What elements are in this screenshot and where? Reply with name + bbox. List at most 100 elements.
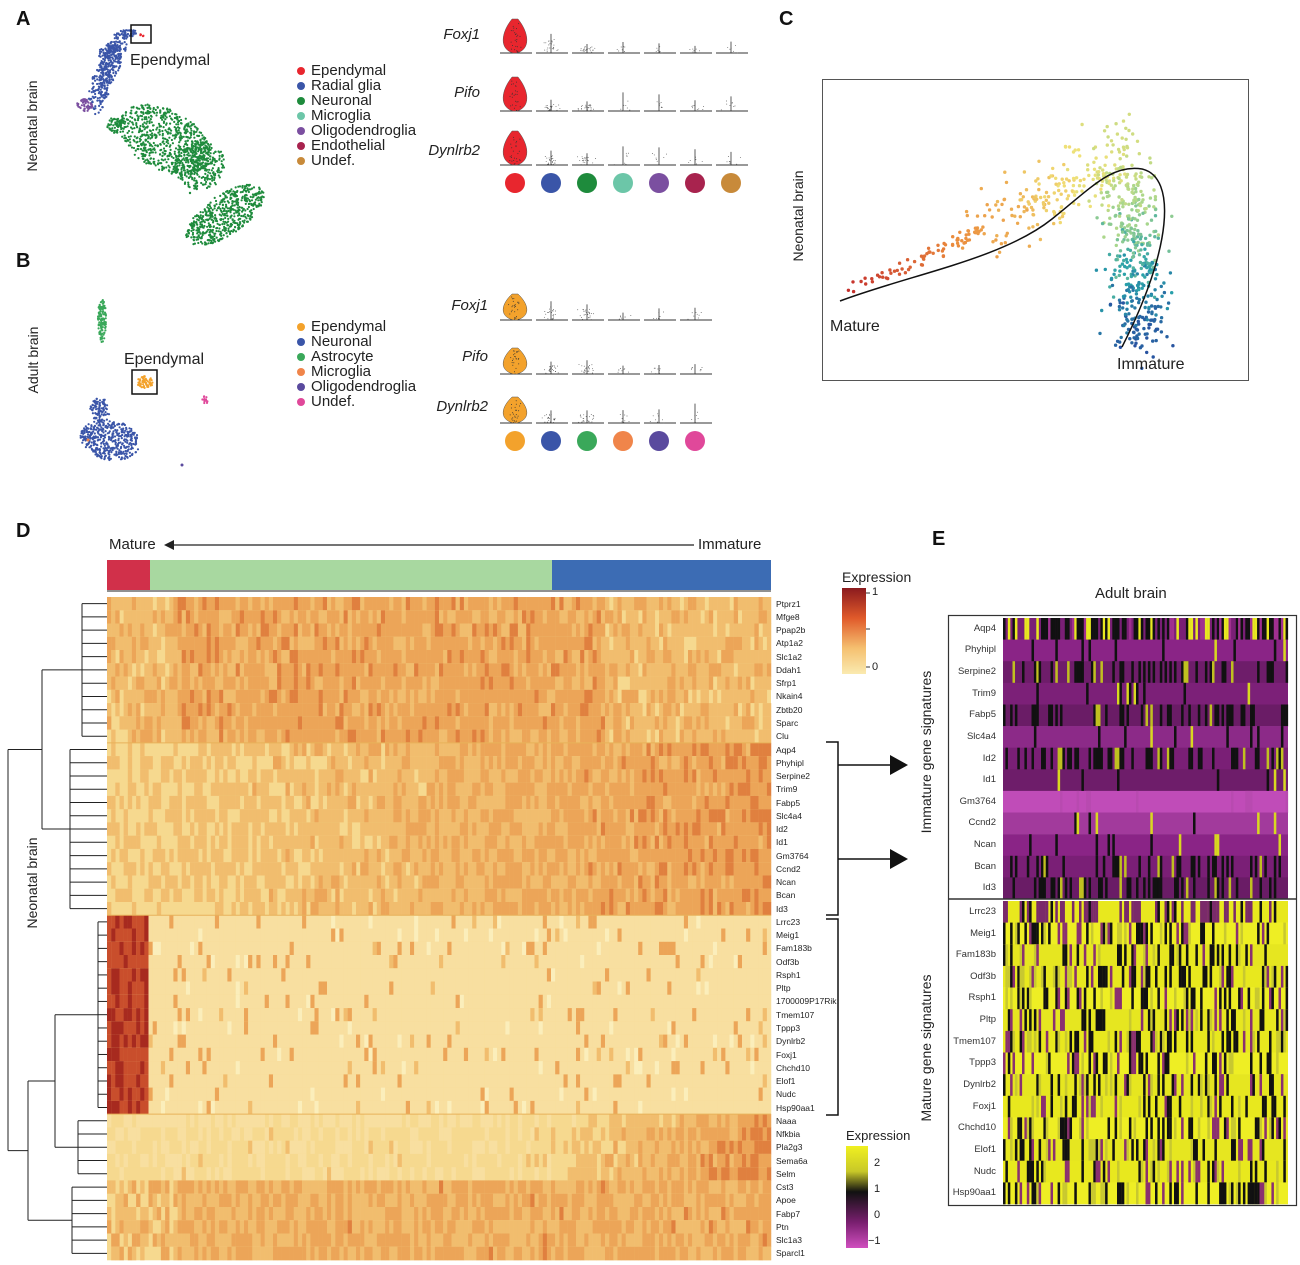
heatmap-gene-label: Pltp — [776, 983, 791, 994]
panel-d-heatmap — [7, 560, 772, 1261]
heatmap-gene-label: Trim9 — [776, 784, 798, 795]
heatmap-gene-label: Ncan — [776, 877, 796, 888]
heatmap-gene-label: Cst3 — [776, 1182, 794, 1193]
panel-a-gene-foxj1: Foxj1 — [443, 26, 480, 43]
panel-b-gene-foxj1: Foxj1 — [451, 297, 488, 314]
immature-gene-label: Fabp5 — [969, 709, 996, 721]
panel-a-legend-item: Radial glia — [297, 78, 416, 93]
heatmap-gene-label: Selm — [776, 1168, 796, 1179]
panel-a-legend-item: Endothelial — [297, 138, 416, 153]
panel-a-ylabel: Neonatal brain — [24, 80, 40, 172]
panel-label-b: B — [16, 250, 31, 272]
violin — [716, 151, 748, 166]
mature-gene-label: Tppp3 — [969, 1057, 996, 1069]
violin — [608, 42, 640, 54]
heatmap-gene-label: Id2 — [776, 824, 788, 834]
heatmap-gene-label: Apoe — [776, 1195, 796, 1206]
violin — [572, 360, 604, 375]
heatmap-gene-label: Slc4a4 — [776, 810, 802, 821]
panel-b-gene-dynlrb2: Dynlrb2 — [436, 398, 488, 415]
violin — [536, 301, 568, 321]
violin — [644, 147, 676, 166]
panel-c-end-label: Immature — [1117, 356, 1185, 373]
heatmap-gene-label: Sema6a — [776, 1155, 808, 1166]
panel-a-gene-dynlrb2: Dynlrb2 — [428, 142, 480, 159]
heatmap-gene-label: Phyhipl — [776, 757, 804, 768]
violin — [608, 410, 640, 424]
panel-b-legend-item: Microglia — [297, 364, 416, 379]
legend-label: Microglia — [311, 107, 372, 124]
panel-b-legend-item: Ependymal — [297, 319, 416, 334]
violin — [500, 18, 532, 54]
heatmap-cells — [107, 597, 772, 1261]
violin — [644, 308, 676, 321]
legend-label: Astrocyte — [311, 348, 374, 365]
heatmap-gene-label: Ptprz1 — [776, 598, 801, 609]
panel-e-colorbar — [846, 1146, 868, 1248]
legend-label: Oligodendroglia — [311, 378, 417, 395]
immature-gene-label: Id3 — [982, 882, 996, 894]
immature-heatmap-cells — [1003, 618, 1289, 900]
violin — [716, 41, 748, 54]
heatmap-gene-label: Sparcl1 — [776, 1248, 805, 1259]
heatmap-gene-label: 1700009P17Rik — [776, 996, 837, 1007]
group-color-dot — [649, 431, 669, 451]
group-color-dot — [721, 173, 741, 193]
annotation-intermediate — [150, 560, 552, 590]
violin — [644, 365, 676, 375]
ependymal-box — [130, 24, 152, 44]
legend-swatch — [297, 96, 305, 105]
panel-a-legend-item: Ependymal — [297, 63, 416, 78]
legend-swatch — [297, 126, 305, 135]
violin — [572, 101, 604, 112]
immature-gene-label: Id1 — [982, 774, 996, 786]
panel-a-gene-pifo: Pifo — [454, 84, 480, 101]
heatmap-gene-label: Chchd10 — [776, 1062, 811, 1073]
group-color-dot — [541, 431, 561, 451]
heatmap-gene-label: Slc1a2 — [776, 651, 802, 662]
immature-gene-label: Ncan — [973, 839, 996, 850]
panel-b-violins — [500, 293, 712, 451]
panel-e-heatmap — [947, 614, 1298, 1207]
heatmap-gene-label: Fabp7 — [776, 1208, 801, 1219]
heatmap-gene-label: Gm3764 — [776, 850, 809, 861]
legend-label: Neuronal — [311, 92, 372, 109]
heatmap-gene-label: Ptn — [776, 1221, 789, 1232]
violin — [572, 44, 604, 54]
panel-b-legend-item: Oligodendroglia — [297, 379, 416, 394]
panel-e-legend-title: Expression — [846, 1128, 911, 1143]
annotation-mature — [107, 560, 150, 590]
violin — [680, 100, 712, 112]
heatmap-frame — [947, 614, 1298, 1207]
panel-b-umap — [79, 299, 209, 467]
panel-a-legend-item: Oligodendroglia — [297, 123, 416, 138]
panel-d-legend-title: Expression — [842, 569, 912, 585]
group-color-dot — [685, 173, 705, 193]
panel-a-legend-item: Undef. — [297, 153, 416, 168]
cluster-neuronal — [185, 183, 265, 246]
heatmap-gene-label: Ccnd2 — [776, 863, 801, 874]
immature-gene-label: Bcan — [974, 860, 996, 872]
annotation-immature — [552, 560, 771, 590]
ependymal-box — [131, 369, 158, 395]
legend-label: Radial glia — [311, 77, 382, 94]
cluster-neuronal — [174, 139, 226, 191]
cluster-radial-glia — [113, 28, 137, 40]
violin — [608, 312, 640, 321]
legend-swatch — [297, 322, 305, 331]
legend-label: Ependymal — [311, 62, 387, 79]
heatmap-gene-label: Foxj1 — [776, 1049, 797, 1060]
heatmap-gene-label: Sfrp1 — [776, 678, 797, 689]
heatmap-gene-label: Rsph1 — [776, 969, 801, 980]
mature-gene-label: Nudc — [973, 1165, 996, 1177]
group-color-dot — [613, 431, 633, 451]
legend-label: Undef. — [311, 152, 356, 169]
violin — [536, 33, 568, 54]
mature-heatmap-cells — [1003, 901, 1289, 1205]
legend-swatch — [297, 397, 305, 406]
cluster-radial-glia — [98, 40, 128, 61]
group-color-dot — [577, 431, 597, 451]
violin — [536, 361, 568, 375]
legend-swatch — [297, 156, 305, 165]
panel-c-ylabel: Neonatal brain — [790, 170, 806, 262]
